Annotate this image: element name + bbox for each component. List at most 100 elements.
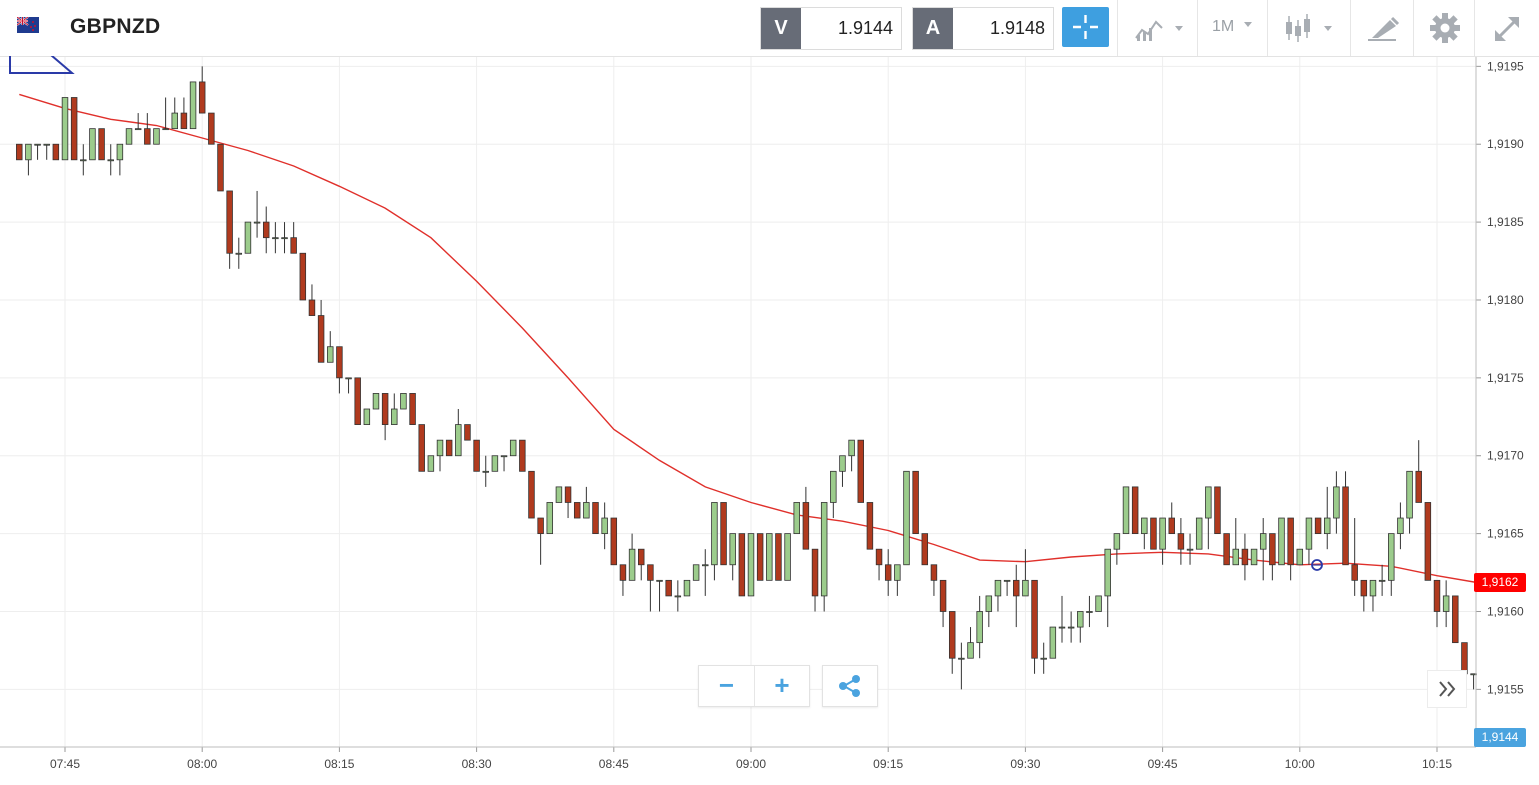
candle-bullish [244, 221, 252, 254]
candle-bullish [235, 252, 243, 255]
chart-type-button[interactable] [1132, 8, 1192, 48]
candle-bearish [939, 579, 947, 612]
candle-bearish [52, 143, 60, 161]
candle-bearish [308, 299, 316, 316]
share-button[interactable] [822, 665, 878, 707]
crosshair-marker-icon [1311, 559, 1323, 571]
candle-bullish [555, 486, 563, 503]
candle-bullish [189, 81, 197, 130]
moving-average-price-tag: 1,9162 [1474, 573, 1526, 592]
candle-bullish [894, 564, 901, 581]
candle-bearish [647, 564, 654, 581]
candle-bearish [1031, 579, 1038, 659]
buy-price: 1.9148 [989, 18, 1045, 38]
candle-bullish [61, 97, 69, 161]
candle-bullish [711, 502, 718, 566]
candle-bullish [1022, 579, 1029, 597]
y-tick-label: 1,9175 [1487, 371, 1524, 385]
candle-bearish [16, 143, 23, 161]
candle-bullish [1141, 517, 1148, 535]
sell-price: 1.9144 [837, 18, 893, 38]
x-tick-label: 08:45 [599, 757, 629, 771]
candle-bearish [519, 439, 526, 472]
candle-bullish [1086, 611, 1093, 613]
y-tick-label: 1,9165 [1487, 527, 1524, 541]
candle-bearish [262, 221, 270, 239]
share-icon [839, 675, 860, 697]
candle-bearish [930, 564, 938, 581]
candle-bullish [1122, 486, 1130, 535]
candle-bullish [1205, 486, 1212, 519]
fullscreen-button[interactable] [1490, 8, 1524, 48]
candle-bullish [820, 502, 828, 597]
symbol-title: GBPNZD [70, 15, 161, 38]
candlestick-icon [1286, 14, 1332, 42]
buy-quote[interactable]: A 1.9148 [912, 7, 1054, 50]
candle-bearish [1150, 517, 1157, 550]
candle-bullish [509, 439, 517, 457]
gear-icon [1430, 13, 1460, 43]
candle-bearish [1131, 486, 1139, 535]
drawing-triangle[interactable] [9, 56, 75, 74]
candle-bearish [720, 502, 727, 566]
candle-bullish [967, 642, 974, 659]
sell-label: V [761, 8, 801, 49]
price-chart[interactable]: 07:45 08:00 08:15 08:30 08:45 09:00 09:15 09:30… [0, 56, 1539, 785]
candle-bearish [290, 237, 297, 254]
candle-bullish [1296, 548, 1304, 566]
scroll-to-latest-button[interactable] [1427, 670, 1467, 708]
candle-bullish [253, 221, 261, 224]
candle-bullish [1049, 626, 1057, 659]
candle-bullish [702, 564, 709, 567]
candle-bullish [1397, 517, 1404, 535]
y-tick-label: 1,9195 [1487, 59, 1524, 73]
crosshair-button[interactable] [1062, 7, 1109, 47]
candle-bullish [601, 517, 608, 535]
toolbar-divider [1350, 0, 1351, 56]
candle-bullish [1058, 626, 1066, 629]
candle-bullish [1232, 548, 1240, 566]
candle-bearish [409, 393, 416, 425]
candle-bearish [665, 579, 672, 597]
candle-bearish [98, 128, 105, 161]
x-tick-label: 08:00 [187, 757, 217, 771]
candle-bearish [756, 533, 764, 581]
candle-bearish [610, 517, 618, 566]
candle-bullish [43, 143, 50, 146]
candle-bullish [1186, 548, 1194, 551]
candlestick-style-button[interactable] [1282, 8, 1342, 48]
drawing-tools-icon [1368, 16, 1400, 41]
candle-bearish [226, 190, 233, 254]
candle-bullish [427, 455, 435, 472]
candle-bearish [418, 424, 425, 472]
zoom-out-button[interactable]: − [718, 670, 735, 700]
y-tick-label: 1,9180 [1487, 293, 1524, 307]
candle-bullish [116, 143, 124, 161]
zoom-in-button[interactable]: + [774, 670, 790, 700]
candle-bullish [1077, 611, 1084, 628]
crosshair-icon [1073, 15, 1098, 39]
candle-bearish [354, 377, 361, 425]
candle-bullish [1259, 533, 1267, 550]
candle-bearish [144, 128, 151, 145]
candle-bearish [1177, 533, 1185, 550]
candle-bearish [884, 564, 892, 581]
candle-bearish [638, 548, 645, 566]
settings-button[interactable] [1429, 8, 1461, 48]
candle-bullish [1040, 657, 1047, 660]
timeframe-button[interactable]: 1M [1210, 8, 1260, 48]
sell-quote[interactable]: V 1.9144 [760, 7, 902, 50]
x-tick-label: 09:00 [736, 757, 766, 771]
candle-bearish [1241, 548, 1249, 566]
candle-bullish [491, 455, 499, 472]
candle-bearish [1342, 486, 1349, 566]
candle-bullish [793, 502, 800, 535]
candle-bullish [546, 502, 554, 535]
x-tick-label: 07:45 [50, 757, 80, 771]
candle-bullish [1378, 579, 1386, 582]
candle-bullish [1333, 486, 1340, 519]
toolbar-divider [1267, 0, 1268, 56]
x-tick-label: 09:30 [1010, 757, 1040, 771]
candle-bullish [1067, 626, 1075, 629]
drawing-tools-button[interactable] [1366, 8, 1402, 48]
